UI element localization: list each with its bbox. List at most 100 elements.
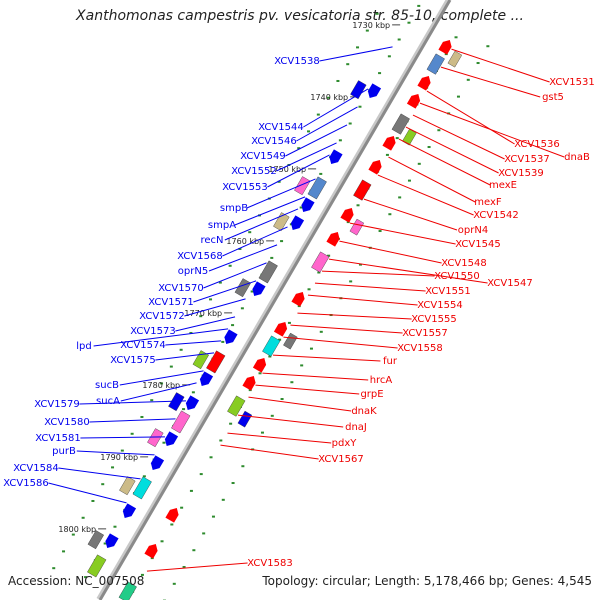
track-tick: [378, 230, 382, 233]
gene-label-left: XCV1552: [231, 166, 276, 177]
gene-block: [283, 332, 298, 350]
gene-label-left: smpB: [220, 203, 248, 214]
leader-line-right: [440, 66, 541, 98]
track-tick: [358, 263, 362, 266]
gene-label-right: XCV1567: [318, 454, 363, 465]
kbp-marker-label: 1750 kbp: [268, 165, 306, 174]
kbp-ticks: 1730 kbp 1740 kbp 1750 kbp 1760 kbp 1770 kbp…: [52, 4, 490, 600]
gene-label-left: XCV1573: [130, 326, 175, 337]
track-tick: [278, 338, 282, 341]
leader-line-right: [377, 174, 474, 216]
gene-label-right: XCV1537: [504, 154, 549, 165]
track-tick: [299, 206, 303, 209]
track-tick: [160, 540, 164, 543]
gene-label-right: XCV1542: [473, 210, 518, 221]
map-title: Xanthomonas campestris pv. vesicatoria s…: [76, 8, 524, 24]
track-tick: [395, 137, 399, 140]
track-tick: [111, 466, 115, 469]
kbp-marker-label: 1770 kbp: [184, 309, 222, 318]
track-tick: [397, 38, 401, 41]
accession-label: Accession: NC_007508: [8, 574, 145, 588]
leader-line-left: [276, 142, 337, 172]
leader-line-right: [349, 222, 456, 245]
track-tick: [417, 162, 421, 165]
leader-line-left: [224, 208, 299, 241]
track-tick: [189, 331, 193, 334]
track-tick: [189, 489, 193, 492]
gene-label-left: oprN5: [178, 266, 208, 277]
gene-label-left: XCV1568: [177, 251, 222, 262]
track-tick: [307, 130, 311, 133]
leader-line-right: [262, 372, 369, 381]
track-tick: [287, 321, 291, 324]
track-tick: [211, 515, 215, 518]
gene-arrow: [150, 455, 165, 470]
track-tick: [231, 482, 235, 485]
track-tick: [140, 573, 144, 576]
gene-label-left: smpA: [208, 220, 236, 231]
track-tick: [218, 281, 222, 284]
track-tick: [336, 79, 340, 82]
leader-line-left: [208, 244, 278, 272]
track-tick: [199, 473, 203, 476]
track-tick: [398, 196, 402, 199]
track-tick: [229, 422, 233, 425]
track-tick: [192, 549, 196, 552]
gene-arrow: [105, 533, 119, 548]
leader-line-left: [222, 226, 288, 257]
leader-line-right: [290, 324, 403, 334]
track-tick: [228, 264, 232, 267]
leader-line-right: [255, 384, 360, 395]
track-tick: [84, 576, 88, 579]
leader-line-right: [227, 432, 332, 444]
gene-labels: XCV1538 XCV1544 XCV1546 XCV1549 XCV1552 XCV15…: [3, 56, 594, 569]
track-tick: [356, 204, 360, 207]
gene-arrow: [382, 136, 396, 151]
track-tick: [378, 72, 382, 75]
gene-block: [349, 218, 365, 236]
gene-arrow: [438, 40, 452, 55]
leader-line-right: [328, 258, 488, 284]
gene-label-left: XCV1584: [13, 463, 58, 474]
gene-arrow: [199, 371, 214, 386]
topology-label: Topology: circular; Length: 5,178,466 bp…: [262, 574, 592, 588]
kbp-marker-label: 1760 kbp: [226, 237, 264, 246]
track-tick: [250, 290, 254, 293]
leader-line-right: [146, 562, 248, 572]
gene-block: [426, 53, 445, 75]
leader-line-left: [165, 340, 222, 346]
leader-line-right: [405, 126, 499, 174]
gene-block: [311, 251, 330, 273]
track-tick: [268, 355, 272, 358]
gene-arrow: [417, 76, 431, 91]
leader-line-left: [267, 154, 330, 188]
track-tick: [241, 465, 245, 468]
track-tick: [160, 382, 164, 385]
gene-label-left: XCV1546: [251, 136, 296, 147]
track-tick: [52, 567, 56, 570]
track-tick: [140, 415, 144, 418]
gene-label-left: recN: [200, 235, 223, 246]
gene-block: [147, 428, 164, 448]
gene-label-right: mexF: [474, 197, 502, 208]
leader-line-left: [246, 178, 316, 209]
track-tick: [258, 372, 262, 375]
leader-line-right: [419, 102, 565, 158]
track-tick: [71, 533, 75, 536]
gene-block: [294, 176, 311, 196]
gene-arrow: [252, 281, 266, 296]
gene-block: [87, 530, 105, 550]
track-tick: [466, 78, 470, 81]
track-tick: [219, 439, 223, 442]
gene-block: [87, 554, 107, 578]
gene-label-left: purB: [52, 446, 76, 457]
gene-block: [171, 410, 191, 434]
gene-arrow: [242, 376, 256, 391]
gene-arrow: [326, 232, 340, 247]
gene-arrow: [122, 503, 137, 518]
leader-line-left: [296, 106, 358, 142]
track-tick: [486, 45, 490, 48]
gene-block: [118, 581, 137, 600]
track-tick: [142, 475, 146, 478]
